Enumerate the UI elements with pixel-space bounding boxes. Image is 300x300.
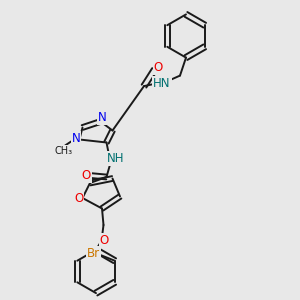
Text: N: N bbox=[98, 111, 106, 124]
Text: CH₃: CH₃ bbox=[55, 146, 73, 156]
Text: Br: Br bbox=[87, 247, 100, 260]
Text: N: N bbox=[71, 132, 80, 145]
Text: O: O bbox=[154, 61, 163, 74]
Text: NH: NH bbox=[107, 152, 125, 165]
Text: O: O bbox=[100, 233, 109, 247]
Text: HN: HN bbox=[153, 76, 171, 90]
Text: O: O bbox=[82, 169, 91, 182]
Text: O: O bbox=[74, 191, 83, 205]
